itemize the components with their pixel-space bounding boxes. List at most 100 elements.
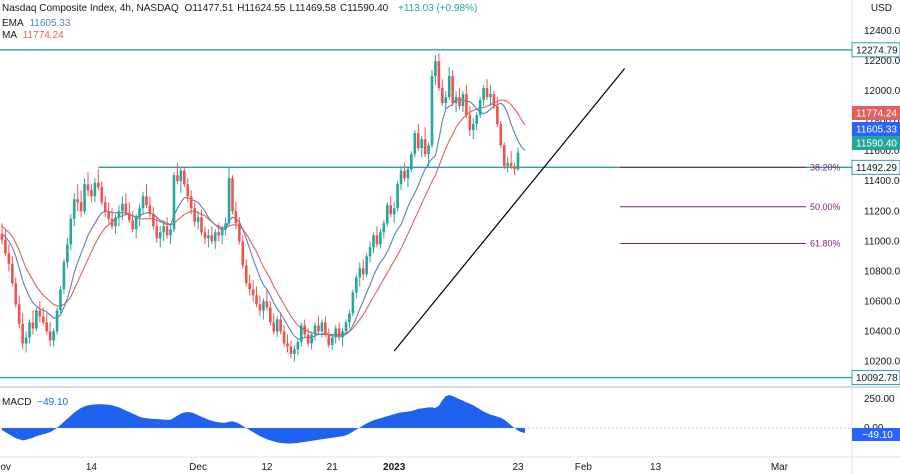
candle-body — [341, 331, 344, 338]
candle-body — [145, 196, 148, 206]
candle-body — [0, 233, 4, 240]
candle-body — [296, 341, 300, 350]
candle-body — [127, 212, 131, 221]
candle-body — [72, 199, 76, 219]
y-tick-label: 10200.00 — [864, 356, 900, 367]
candle-body — [110, 218, 114, 227]
x-tick-label: Nov — [0, 462, 11, 473]
candle-body — [282, 331, 286, 344]
candle-body — [234, 211, 238, 224]
candle-body — [165, 226, 169, 236]
candle-body — [320, 322, 324, 332]
candle-body — [21, 323, 24, 344]
candle-body — [248, 283, 251, 290]
candle-body — [158, 232, 162, 239]
candle-body — [4, 239, 7, 254]
ohlc-h: H11624.55 — [237, 3, 286, 14]
candle-body — [200, 217, 203, 233]
candle-body — [410, 154, 413, 170]
x-tick-label: Dec — [189, 462, 207, 473]
candle-body — [97, 182, 100, 188]
candle-body — [406, 169, 410, 179]
candle-body — [286, 343, 289, 347]
y-tick-label: 10600.00 — [864, 296, 900, 307]
macd-legend: MACD −49.10 — [2, 397, 71, 408]
candle-body — [461, 94, 465, 107]
ma-legend-label: MA — [2, 30, 17, 41]
candle-body — [265, 301, 269, 308]
ma-legend: MA 11774.24 — [2, 30, 67, 41]
candle-body — [41, 316, 45, 323]
candle-body — [293, 349, 296, 354]
symbol-title: Nasdaq Composite Index, 4h, NASDAQ — [2, 3, 179, 14]
candle-body — [231, 178, 234, 212]
ema-legend-value: 11605.33 — [29, 18, 71, 29]
candle-body — [244, 265, 248, 284]
x-tick-label: 14 — [86, 462, 98, 473]
candle-body — [337, 328, 341, 338]
candle-body — [114, 217, 117, 227]
candle-body — [382, 223, 386, 233]
candle-body — [403, 170, 406, 179]
candle-body — [179, 170, 183, 182]
candle-body — [121, 203, 124, 212]
candle-body — [471, 124, 475, 131]
candle-body — [317, 325, 320, 332]
candle-body — [269, 307, 272, 323]
ohlc-o: O11477.51 — [184, 3, 234, 14]
candle-body — [107, 211, 110, 219]
candle-body — [162, 226, 165, 233]
candle-body — [368, 247, 372, 257]
fib-label: 61.80% — [810, 239, 841, 249]
candle-body — [258, 304, 262, 311]
candle-body — [24, 337, 28, 344]
macd-legend-value: −49.10 — [37, 397, 69, 408]
price-badge-close — [852, 136, 900, 150]
candle-body — [392, 208, 396, 215]
candle-body — [334, 328, 337, 338]
candle-body — [358, 268, 362, 278]
candle-body — [93, 182, 97, 197]
candle-body — [303, 325, 307, 335]
candle-body — [441, 88, 444, 104]
candle-body — [306, 334, 310, 344]
level-badge-support — [851, 370, 900, 386]
candle-body — [416, 133, 420, 149]
candle-body — [506, 163, 509, 167]
candle-body — [169, 229, 172, 236]
macd-badge — [852, 428, 900, 441]
candle-body — [375, 235, 379, 245]
macd-area — [2, 395, 525, 444]
candle-body — [423, 139, 427, 155]
candle-body — [496, 106, 499, 125]
candle-body — [379, 232, 382, 245]
price-change: +113.03 (+0.98%) — [398, 3, 478, 14]
candle-body — [279, 319, 282, 332]
x-tick-label: 21 — [327, 462, 339, 473]
candle-body — [220, 229, 224, 236]
candle-body — [482, 88, 485, 101]
candle-body — [413, 133, 417, 155]
candle-body — [241, 241, 245, 266]
candle-body — [55, 310, 59, 332]
candle-body — [83, 184, 86, 212]
x-tick-label: 23 — [512, 462, 524, 473]
candle-body — [238, 223, 241, 242]
ema-legend-label: EMA — [2, 18, 24, 29]
y-tick-label: 10800.00 — [864, 266, 900, 277]
candle-body — [66, 244, 69, 263]
candle-body — [48, 331, 52, 341]
candle-body — [152, 214, 155, 227]
candle-body — [430, 76, 434, 146]
candle-body — [124, 203, 128, 213]
candle-body — [262, 301, 265, 311]
candle-body — [76, 199, 79, 203]
candle-body — [90, 190, 93, 197]
candle-body — [289, 346, 293, 354]
price-badge-text: 11774.24 — [856, 109, 897, 120]
candle-body — [437, 61, 441, 89]
y-tick-label: 11200.00 — [864, 206, 900, 217]
candle-body — [444, 97, 448, 104]
